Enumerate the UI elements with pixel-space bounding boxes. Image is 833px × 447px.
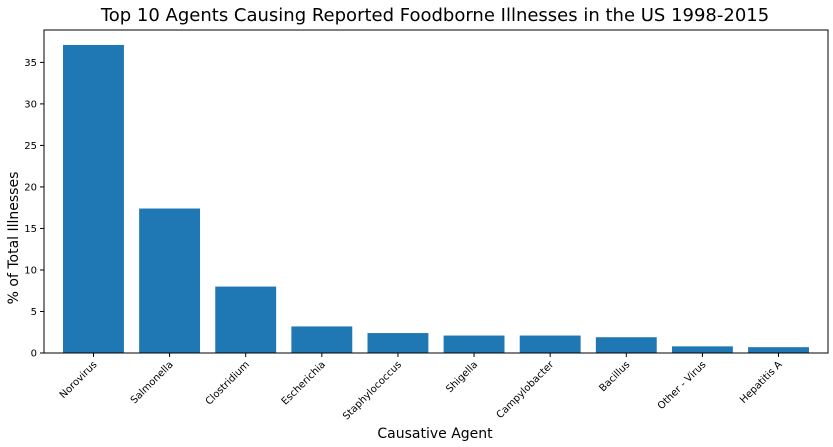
bar-0	[63, 44, 124, 353]
y-tick-label-4: 20	[24, 182, 37, 193]
bar-8	[671, 346, 733, 353]
x-tick-label-4: Staphylococcus	[341, 359, 404, 422]
x-tick-label-8: Other - Virus	[656, 359, 709, 412]
x-tick-label-1: Salmonella	[129, 359, 176, 406]
y-tick-label-3: 15	[24, 224, 37, 235]
bar-3	[291, 326, 353, 353]
bar-7	[595, 337, 657, 353]
bar-1	[139, 208, 201, 353]
chart-title: Top 10 Agents Causing Reported Foodborne…	[100, 5, 769, 26]
y-axis-title: % of Total Illnesses	[6, 172, 22, 305]
x-tick-label-0: Norovirus	[58, 359, 100, 401]
y-tick-label-6: 30	[24, 99, 37, 110]
x-tick-label-3: Escherichia	[280, 359, 328, 407]
bar-5	[443, 335, 505, 353]
x-tick-label-6: Campylobacter	[495, 359, 557, 421]
x-tick-label-7: Bacillus	[597, 359, 632, 394]
x-tick-label-2: Clostridium	[204, 359, 252, 407]
bar-4	[367, 333, 429, 353]
y-tick-label-2: 10	[24, 265, 37, 276]
x-axis-title: Causative Agent	[377, 426, 493, 442]
y-tick-label-1: 5	[31, 307, 37, 318]
bar-9	[748, 347, 809, 353]
y-tick-label-7: 35	[24, 58, 37, 69]
x-tick-label-9: Hepatitis A	[738, 359, 785, 406]
y-tick-label-0: 0	[31, 349, 37, 360]
bar-2	[215, 286, 277, 353]
plot-area: Norovirus Salmonella Clostridium Escherichi…	[24, 29, 829, 422]
x-tick-label-5: Shigella	[444, 359, 480, 395]
y-tick-label-5: 25	[24, 141, 37, 152]
plot-frame	[43, 29, 829, 354]
bar-6	[519, 335, 581, 353]
